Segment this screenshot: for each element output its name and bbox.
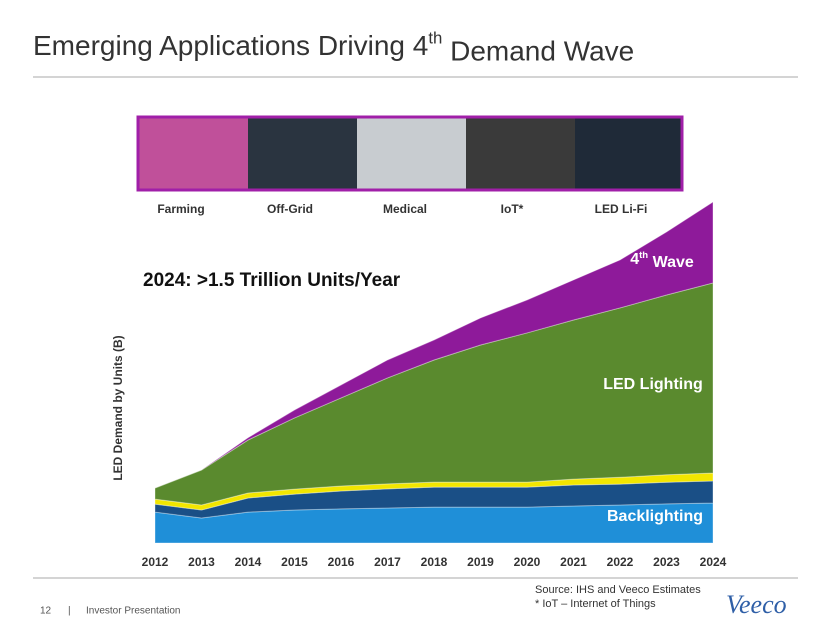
area bbox=[154, 480, 714, 519]
image-label: Off-Grid bbox=[267, 202, 313, 216]
image-label: IoT* bbox=[501, 202, 524, 216]
series-label: LED Lighting bbox=[603, 376, 703, 393]
image-off-grid bbox=[248, 118, 357, 189]
image-label: Medical bbox=[383, 202, 427, 216]
image-farming bbox=[139, 118, 248, 189]
footnote: * IoT – Internet of Things bbox=[535, 598, 656, 610]
area bbox=[154, 282, 714, 506]
x-tick-label: 2023 bbox=[653, 555, 680, 569]
x-tick-label: 2013 bbox=[188, 555, 215, 569]
x-tick-label: 2016 bbox=[328, 555, 355, 569]
slide-title: Emerging Applications Driving 4th Demand… bbox=[33, 29, 634, 67]
page-number: 12 bbox=[40, 606, 52, 617]
x-tick-label: 2020 bbox=[514, 555, 541, 569]
x-tick-label: 2022 bbox=[607, 555, 634, 569]
image-strip bbox=[136, 115, 684, 192]
area bbox=[154, 502, 714, 544]
footer-text: Investor Presentation bbox=[86, 606, 181, 617]
x-tick-label: 2017 bbox=[374, 555, 401, 569]
x-tick-label: 2014 bbox=[235, 555, 262, 569]
x-tick-label: 2021 bbox=[560, 555, 587, 569]
series-label: 4th Wave bbox=[630, 250, 694, 272]
image-li-fi bbox=[575, 118, 681, 189]
logo: Veeco bbox=[726, 590, 787, 619]
image-label: LED Li-Fi bbox=[595, 202, 648, 216]
x-tick-label: 2019 bbox=[467, 555, 494, 569]
area bbox=[154, 201, 714, 489]
x-tick-label: 2015 bbox=[281, 555, 308, 569]
image-label: Farming bbox=[157, 202, 204, 216]
series-label: Backlighting bbox=[607, 508, 703, 525]
source-note: Source: IHS and Veeco Estimates bbox=[535, 584, 701, 596]
image-border bbox=[136, 115, 684, 192]
image-medical bbox=[357, 118, 466, 189]
y-axis-label: LED Demand by Units (B) bbox=[111, 335, 125, 480]
x-tick-label: 2024 bbox=[700, 555, 727, 569]
x-tick-label: 2018 bbox=[421, 555, 448, 569]
image-iot bbox=[466, 118, 575, 189]
footer-separator: | bbox=[68, 606, 71, 617]
x-tick-label: 2012 bbox=[142, 555, 169, 569]
chart-annotation: 2024: >1.5 Trillion Units/Year bbox=[143, 270, 401, 291]
